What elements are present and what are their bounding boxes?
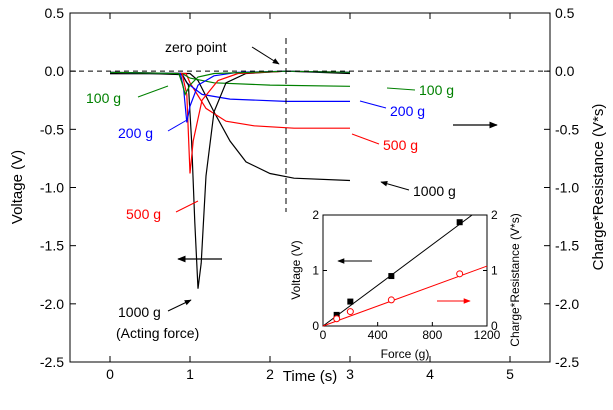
- annotation-right-200g: 200 g: [390, 103, 425, 119]
- inset-voltage-point: [388, 273, 395, 280]
- inset-voltage-fit: [322, 214, 473, 327]
- y-tick-label-left: -0.5: [40, 121, 64, 137]
- x-tick-label: 0: [106, 366, 114, 382]
- x-tick-label: 4: [426, 366, 434, 382]
- inset-series: [322, 214, 488, 327]
- y-tick-label-left: 0.5: [45, 5, 65, 21]
- series-charge-line: [110, 72, 351, 87]
- y-tick-label-right: -1.5: [555, 238, 579, 254]
- y-tick-label-left: -2.0: [40, 296, 64, 312]
- inset-charge-point: [346, 308, 354, 316]
- series-voltage-line: [109, 70, 351, 123]
- inset-charge-point: [333, 315, 341, 323]
- series-charge-line: [110, 72, 350, 102]
- inset-y-tick-label-left: 2: [312, 208, 319, 222]
- arrow-left-500g: [175, 200, 199, 213]
- y-tick-label-left: -1.0: [40, 180, 64, 196]
- x-tick-label: 3: [346, 366, 354, 382]
- y-tick-label-left: -1.5: [40, 238, 64, 254]
- series-charge-line: [110, 72, 350, 129]
- inset-y-tick-label-left: 1: [312, 264, 319, 278]
- inset-y-axis-label-right: Charge*Resistance (V*s): [508, 213, 522, 346]
- inset-x-tick-label: 1200: [474, 328, 501, 342]
- y-tick-label-right: -1.0: [555, 180, 579, 196]
- annotation-left-500g: 500 g: [126, 206, 161, 222]
- inset-charge-point: [387, 296, 395, 304]
- main-axes: 0 1 2 3 4 5 0.5 0.5 0.0 0.0 -0.5 -0.5 -1.0 -1.0 -1.5 -1…: [40, 5, 579, 382]
- annotation-zero-point: zero point: [165, 39, 227, 55]
- series-charge-line: [110, 72, 351, 182]
- inset-voltage-point: [333, 311, 340, 318]
- y-tick-label-left: 0.0: [45, 63, 65, 79]
- arrow-left-1000g: [167, 299, 192, 312]
- y-tick-label-right: -0.5: [555, 121, 579, 137]
- annotation-right-1000g: 1000 g: [413, 183, 456, 199]
- inset-voltage-point: [456, 219, 463, 226]
- arrow-left-100g: [137, 85, 169, 98]
- y-axis-label-left: Voltage (V): [9, 150, 26, 224]
- zero-point-arrow: [251, 46, 280, 65]
- inset-y-tick-label-right: 0: [491, 319, 498, 333]
- inset-y-axis-label-left: Voltage (V): [289, 240, 303, 299]
- inset-x-tick-label: 400: [368, 328, 388, 342]
- inset-x-tick-label: 0: [320, 328, 327, 342]
- annotation-right-500g: 500 g: [383, 137, 418, 153]
- arrow-right-1000g: [380, 181, 410, 191]
- annotation-acting-force: (Acting force): [116, 325, 199, 341]
- x-tick-label: 2: [266, 366, 274, 382]
- annotation-left-1000g: 1000 g: [118, 304, 161, 320]
- inset-x-tick-label: 800: [422, 328, 442, 342]
- x-tick-label: 1: [186, 366, 194, 382]
- annotation-right-100g: 100 g: [419, 82, 454, 98]
- arrow-right-500g: [351, 133, 380, 145]
- y-tick-label-right: -2.0: [555, 296, 579, 312]
- y-tick-label-left: -2.5: [40, 354, 64, 370]
- inset-voltage-point: [347, 298, 354, 305]
- y-axis-label-right: Charge*Resistance (V*s): [590, 104, 607, 271]
- inset-y-tick-label-left: 0: [312, 319, 319, 333]
- inset-y-tick-label-right: 1: [491, 264, 498, 278]
- y-tick-label-right: 0.5: [555, 5, 575, 21]
- inset-x-axis-label: Force (g): [381, 347, 430, 361]
- arrow-right-100g: [386, 87, 416, 91]
- arrow-right-200g: [359, 100, 387, 109]
- inset-y-tick-label-right: 2: [491, 208, 498, 222]
- x-axis-label: Time (s): [283, 368, 337, 385]
- main-series: [109, 70, 351, 289]
- annotation-left-200g: 200 g: [118, 125, 153, 141]
- y-tick-label-right: -2.5: [555, 354, 579, 370]
- annotation-left-100g: 100 g: [86, 90, 121, 106]
- x-tick-label: 5: [506, 366, 514, 382]
- arrow-left-200g: [167, 119, 188, 132]
- y-tick-label-right: 0.0: [555, 63, 575, 79]
- series-voltage-line: [109, 70, 351, 97]
- inset-charge-point: [456, 270, 464, 278]
